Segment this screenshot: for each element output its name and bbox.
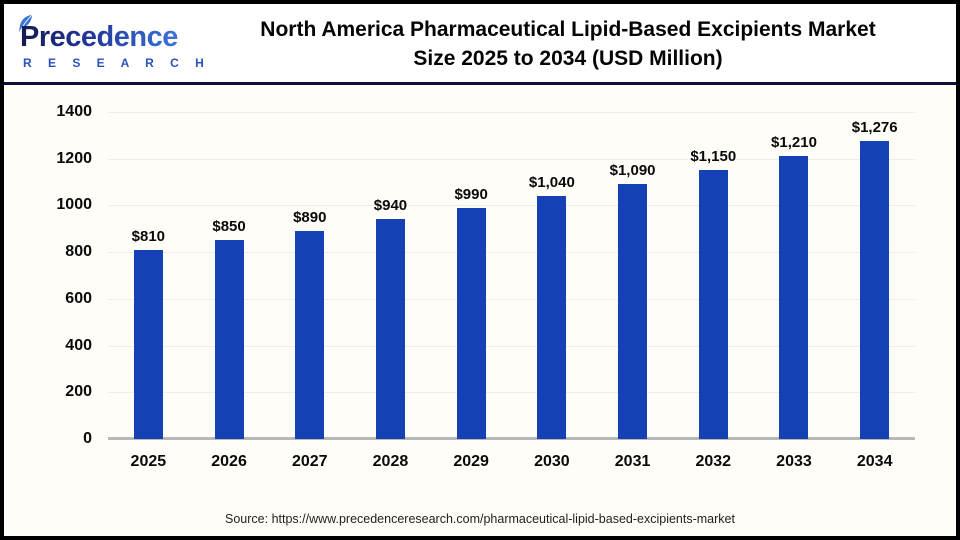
y-tick-label: 1400 (56, 103, 92, 120)
bar-slot: $1,276 (834, 112, 915, 439)
header-divider (4, 82, 956, 85)
leaf-icon (19, 13, 33, 32)
x-tick-label: 2032 (695, 453, 732, 470)
bar-slot: $890 (269, 112, 350, 439)
x-tick-label: 2027 (291, 453, 328, 470)
bar-2026 (214, 240, 244, 439)
y-tick-label: 0 (83, 430, 92, 447)
gridline (108, 112, 915, 113)
x-axis-labels: 2025 2026 2027 2028 2029 2030 2031 2032 2033 2034 (108, 453, 915, 471)
bar-slot: $1,210 (754, 112, 835, 439)
y-tick-label: 400 (65, 336, 92, 354)
x-tick-label: 2034 (856, 453, 893, 470)
chart-title-line2: Size 2025 to 2034 (USD Million) (413, 47, 723, 70)
bar-value-label: $1,276 (851, 118, 898, 136)
logo-brand-text: Precedence (20, 20, 178, 53)
bar-2033 (779, 156, 809, 439)
bar-slot: $940 (350, 112, 431, 439)
bar-slot: $850 (189, 112, 270, 439)
bars-row: $810 $850 $890 $940 $990 $1,040 $1,090 $1,150 $1… (108, 112, 915, 439)
bar-2028 (375, 219, 405, 439)
precedence-research-logo: Precedence R E S E A R C H (19, 13, 211, 70)
header: Precedence R E S E A R C H North America… (4, 4, 956, 82)
bar-2029 (456, 207, 486, 439)
y-tick-label: 1000 (56, 196, 92, 214)
bar-2030 (537, 196, 567, 439)
gridline (108, 392, 915, 394)
gridline (108, 252, 915, 254)
bar-value-label: $850 (212, 218, 246, 236)
bar-slot: $1,090 (592, 112, 673, 439)
x-axis-baseline (108, 437, 915, 440)
gridline (108, 205, 915, 207)
bar-chart: 0 200 400 600 800 1000 1200 1400 $810 $850 $890 $9… (4, 85, 956, 536)
gridline (108, 298, 915, 300)
bar-value-label: $1,090 (609, 162, 656, 180)
bar-slot: $810 (108, 112, 189, 439)
x-tick-label: 2028 (372, 453, 409, 470)
page-title: North America Pharmaceutical Lipid-Based… (192, 13, 956, 73)
y-tick-label: 200 (65, 383, 92, 401)
bar-value-label: $890 (293, 209, 327, 227)
y-axis-labels: 0 200 400 600 800 1000 1200 1400 (4, 103, 100, 447)
x-tick-label: 2030 (534, 453, 570, 470)
bar-value-label: $990 (454, 185, 488, 203)
bar-value-label: $1,150 (690, 148, 737, 166)
logo-subtitle: R E S E A R C H (23, 55, 211, 70)
bar-slot: $1,150 (673, 112, 754, 439)
x-tick-label: 2026 (211, 453, 247, 470)
bar-2032 (698, 170, 728, 439)
bar-value-label: $1,210 (771, 134, 817, 152)
y-tick-label: 800 (65, 243, 92, 261)
x-tick-label: 2029 (453, 453, 489, 470)
bar-2034 (860, 140, 890, 439)
bar-2031 (618, 184, 648, 439)
bar-value-label: $1,040 (528, 174, 575, 192)
logo-brand: Precedence (19, 13, 178, 54)
gridlines (108, 112, 915, 439)
x-tick-label: 2031 (614, 453, 651, 470)
chart-title-line1: North America Pharmaceutical Lipid-Based… (260, 18, 876, 41)
gridline (108, 345, 915, 347)
bar-slot: $1,040 (512, 112, 593, 439)
x-tick-label: 2025 (130, 453, 167, 470)
bar-value-label: $940 (373, 197, 408, 215)
source-text: Source: https://www.precedenceresearch.c… (225, 512, 735, 526)
x-tick-label: 2033 (776, 453, 812, 470)
bar-2027 (295, 231, 325, 439)
bar-slot: $990 (431, 112, 512, 439)
plot-area: $810 $850 $890 $940 $990 $1,040 $1,090 $1,150 $1… (108, 112, 915, 440)
y-tick-label: 600 (65, 289, 92, 307)
bar-value-label: $810 (131, 227, 166, 245)
bar-2025 (133, 249, 163, 439)
gridline (108, 158, 915, 160)
y-tick-label: 1200 (56, 149, 92, 167)
